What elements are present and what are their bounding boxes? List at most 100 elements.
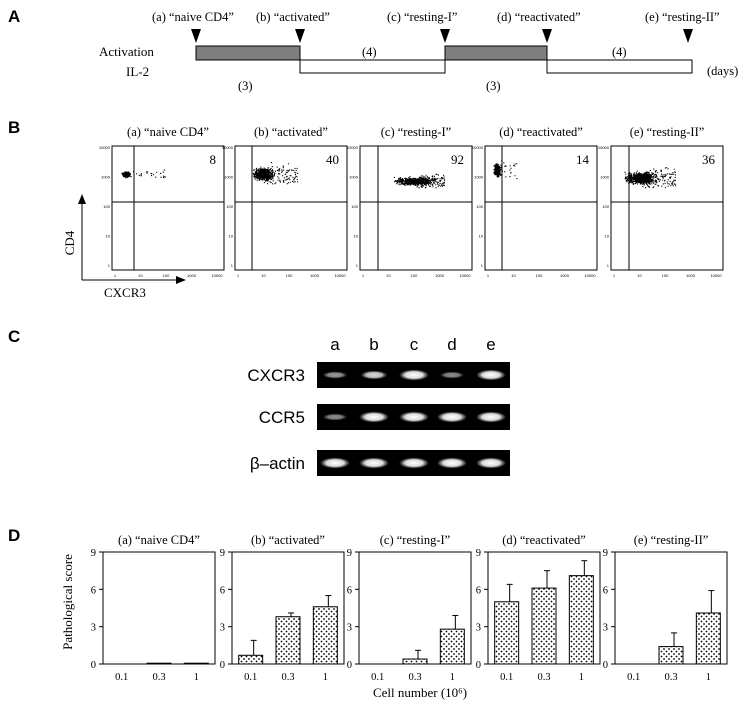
flow-xtick-2-3: 1000 [435,273,445,278]
flow-ytick-3-2: 100 [476,204,483,209]
stage-label-e: (e) “resting-II” [645,10,720,24]
chart-ytick-label-2-1: 3 [347,623,352,634]
activation-bar-2 [444,45,548,61]
flow-ytick-4-3: 10 [605,234,610,239]
lane-label-d: d [447,335,456,354]
flow-xtick-0-4: 10000 [211,273,223,278]
row-label-il2: IL-2 [126,64,149,79]
flow-xtick-3-2: 100 [536,273,543,278]
flow-xtick-2-1: 10 [386,273,391,278]
gel-band-0-3 [439,371,465,379]
duration-2: (4) [362,45,377,59]
gel-band-1-1 [359,411,389,423]
flow-ytick-2-2: 100 [351,204,358,209]
chart-xtick-label-4-2: 1 [706,672,711,683]
stage-arrow-b [295,29,305,43]
flow-xtick-0-2: 100 [163,273,170,278]
flow-percent-1: 40 [326,152,339,167]
flow-xtick-3-3: 1000 [560,273,570,278]
chart-xtick-label-2-0: 0.1 [371,672,384,683]
flow-xtick-4-1: 10 [637,273,642,278]
stage-arrow-e [683,29,693,43]
gene-label-cxcr3: CXCR3 [247,366,305,385]
gel-band-1-4 [476,411,506,423]
chart-bar-3-1 [531,587,557,665]
chart-ytick-label-4-0: 0 [603,660,608,671]
panel-letter-b: B [8,118,20,137]
flow-xtick-4-3: 1000 [686,273,696,278]
flow-xtick-1-2: 100 [286,273,293,278]
chart-ytick-label-1-2: 6 [220,585,225,596]
chart-xtick-label-1-1: 0.3 [281,672,294,683]
chart-bar-4-2 [695,612,721,665]
flow-title-1: (b) “activated” [254,125,328,139]
cd4-arrow-head [78,194,86,204]
flow-title-0: (a) “naive CD4” [127,125,209,139]
gel-band-2-1 [359,457,389,469]
flow-plot-frame-4 [610,145,724,271]
panel-letter-c: C [8,327,20,346]
flow-plot-frame-0 [111,145,225,271]
chart-ytick-label-0-1: 3 [91,623,96,634]
flow-dots-4 [624,167,677,189]
flow-ytick-0-1: 1000 [101,175,111,180]
chart-bar-1-0 [238,654,264,665]
gene-label-ccr5: CCR5 [259,408,305,427]
gel-band-0-0 [322,371,348,379]
chart-xtick-label-2-2: 1 [450,672,455,683]
flow-ytick-3-3: 10 [479,234,484,239]
flow-ytick-4-0: 10000 [598,145,610,150]
lane-label-b: b [369,335,378,354]
lane-label-a: a [330,335,340,354]
flow-percent-3: 14 [576,152,590,167]
chart-ytick-label-2-3: 9 [347,548,352,559]
chart-ytick-label-0-0: 0 [91,660,96,671]
flow-percent-2: 92 [451,152,464,167]
chart-xtick-label-3-1: 0.3 [537,672,550,683]
activation-bar-1 [195,45,301,61]
panel-d-charts: Pathological score Cell number (10⁶) (a)… [60,533,728,700]
chart-ytick-label-1-3: 9 [220,548,225,559]
flow-ytick-0-0: 10000 [99,145,111,150]
gel-band-1-2 [399,411,429,423]
chart-xtick-label-4-1: 0.3 [664,672,677,683]
gel-band-2-3 [437,457,467,469]
gel-band-2-0 [320,457,350,469]
panel-letter-d: D [8,526,20,545]
flow-xtick-4-4: 10000 [710,273,722,278]
flow-xtick-0-1: 10 [138,273,143,278]
stage-label-a: (a) “naive CD4” [152,10,234,24]
gel-band-2-2 [399,457,429,469]
chart-ytick-label-0-3: 9 [91,548,96,559]
chart-ytick-label-3-3: 9 [476,548,481,559]
chart-title-4: (e) “resting-II” [634,533,709,547]
chart-ytick-label-4-1: 3 [603,623,608,634]
flow-ytick-3-4: 1 [481,263,484,268]
flow-ytick-2-4: 1 [356,263,359,268]
chart-xtick-label-0-1: 0.3 [152,672,165,683]
chart-xtick-label-2-1: 0.3 [408,672,421,683]
chart-ytick-label-4-2: 6 [603,585,608,596]
chart-xtick-label-0-2: 1 [194,672,199,683]
flow-xtick-3-1: 10 [511,273,516,278]
flow-xtick-2-4: 10000 [459,273,471,278]
flow-dots-0 [121,169,166,179]
lane-label-c: c [410,335,419,354]
stage-arrow-a [191,29,201,43]
gel-band-1-0 [322,413,348,421]
chart-title-2: (c) “resting-I” [380,533,450,547]
il2-bar-1 [299,59,446,74]
chart-ytick-label-4-3: 9 [603,548,608,559]
il2-bar-2 [546,59,693,74]
chart-xtick-label-1-0: 0.1 [244,672,257,683]
panel-b-flow: CD4 CXCR3 (a) “naive CD4”8 10000 1000 100 10… [62,125,724,300]
chart-ytick-label-3-2: 6 [476,585,481,596]
flow-plot-frame-1 [234,145,348,271]
flow-dots-1 [252,162,299,185]
gel-band-0-2 [399,369,429,381]
flow-xtick-1-4: 10000 [334,273,346,278]
flow-ytick-2-3: 10 [354,234,359,239]
flow-ytick-3-0: 10000 [472,145,484,150]
chart-bar-2-1 [402,658,428,665]
flow-xtick-1-3: 1000 [310,273,320,278]
